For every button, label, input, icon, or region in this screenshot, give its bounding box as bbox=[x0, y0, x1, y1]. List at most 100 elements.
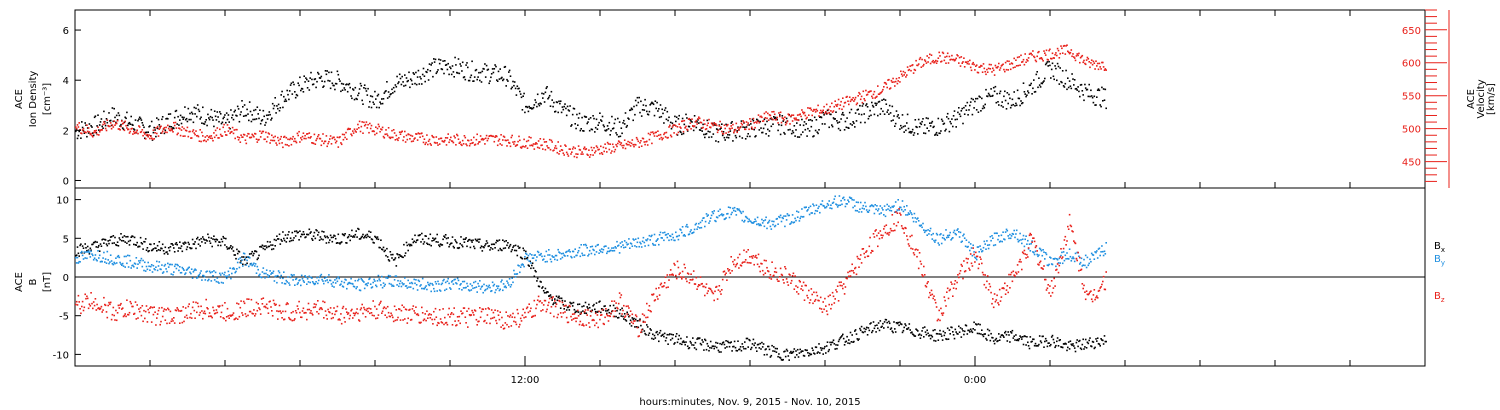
bx-point bbox=[938, 333, 940, 335]
velocity-point bbox=[196, 134, 199, 137]
velocity-point bbox=[497, 140, 500, 142]
by-point bbox=[806, 210, 808, 212]
density-point bbox=[1094, 104, 1096, 106]
velocity-point bbox=[757, 114, 760, 116]
bx-point bbox=[888, 320, 890, 323]
density-point bbox=[380, 103, 382, 105]
bx-point bbox=[797, 356, 800, 358]
density-point bbox=[400, 83, 403, 86]
by-point bbox=[237, 258, 240, 260]
by-point bbox=[917, 217, 919, 219]
density-point bbox=[552, 105, 554, 108]
density-point bbox=[118, 114, 121, 117]
by-point bbox=[488, 284, 490, 287]
bx-point bbox=[686, 345, 689, 347]
by-point bbox=[334, 279, 336, 281]
velocity-point bbox=[901, 75, 904, 77]
density-point bbox=[117, 112, 120, 114]
by-point bbox=[369, 277, 371, 280]
velocity-point bbox=[191, 130, 194, 133]
by-point bbox=[804, 206, 807, 209]
bx-point bbox=[920, 334, 923, 337]
velocity-point bbox=[855, 103, 858, 106]
density-point bbox=[329, 80, 331, 82]
velocity-point bbox=[323, 142, 325, 145]
velocity-point bbox=[596, 146, 599, 149]
velocity-point bbox=[885, 83, 888, 85]
by-point bbox=[280, 274, 282, 277]
by-point bbox=[111, 262, 114, 265]
density-point bbox=[334, 88, 336, 91]
velocity-point bbox=[198, 140, 201, 142]
density-point bbox=[800, 133, 802, 136]
density-point bbox=[467, 66, 469, 69]
by-point bbox=[98, 254, 101, 257]
bx-point bbox=[561, 299, 564, 302]
by-point bbox=[146, 268, 149, 271]
density-point bbox=[706, 119, 709, 122]
velocity-point bbox=[600, 145, 602, 148]
bx-point bbox=[505, 240, 507, 242]
by-point bbox=[583, 254, 586, 256]
velocity-point bbox=[749, 118, 751, 120]
by-point bbox=[907, 212, 910, 214]
density-point bbox=[603, 125, 605, 128]
velocity-point bbox=[846, 95, 848, 98]
by-point bbox=[90, 250, 92, 253]
density-point bbox=[653, 114, 656, 117]
velocity-point bbox=[830, 110, 832, 112]
bx-point bbox=[674, 342, 676, 344]
density-point bbox=[761, 131, 763, 134]
velocity-point bbox=[101, 129, 103, 131]
density-point bbox=[393, 90, 396, 93]
bz-point bbox=[146, 321, 149, 323]
velocity-point bbox=[1006, 60, 1009, 62]
by-point bbox=[242, 265, 244, 267]
bx-point bbox=[272, 248, 275, 250]
density-point bbox=[644, 98, 646, 101]
density-point bbox=[398, 81, 400, 83]
by-point bbox=[276, 281, 278, 284]
by-point bbox=[231, 267, 234, 270]
bx-point bbox=[409, 244, 411, 247]
density-point bbox=[392, 86, 395, 89]
density-point bbox=[1027, 90, 1029, 92]
density-point bbox=[356, 98, 358, 101]
velocity-point bbox=[589, 154, 592, 156]
velocity-point bbox=[811, 114, 813, 117]
velocity-point bbox=[593, 147, 595, 149]
by-point bbox=[343, 281, 346, 284]
by-point bbox=[629, 247, 631, 249]
by-point bbox=[79, 261, 81, 263]
by-point bbox=[1100, 251, 1102, 253]
density-point bbox=[490, 73, 493, 75]
bx-point bbox=[738, 348, 741, 350]
bx-point bbox=[352, 235, 355, 237]
density-point bbox=[387, 91, 390, 93]
velocity-point bbox=[863, 98, 865, 100]
bx-point bbox=[434, 237, 437, 240]
bx-point bbox=[783, 350, 785, 353]
velocity-point bbox=[393, 132, 396, 134]
density-point bbox=[944, 130, 946, 132]
velocity-point bbox=[317, 135, 319, 138]
velocity-point bbox=[632, 143, 634, 146]
by-point bbox=[245, 264, 248, 266]
by-point bbox=[1074, 252, 1077, 255]
density-point bbox=[577, 117, 580, 119]
velocity-point bbox=[302, 132, 305, 134]
velocity-point bbox=[1024, 53, 1026, 55]
by-point bbox=[1023, 245, 1026, 248]
by-point bbox=[695, 222, 698, 225]
density-point bbox=[461, 61, 464, 64]
density-point bbox=[271, 117, 273, 120]
velocity-point bbox=[670, 135, 673, 138]
bx-point bbox=[381, 248, 384, 251]
bz-point bbox=[104, 304, 107, 307]
density-point bbox=[267, 114, 270, 116]
density-point bbox=[683, 123, 686, 126]
bx-point bbox=[88, 253, 91, 255]
bx-point bbox=[669, 333, 671, 335]
density-point bbox=[793, 125, 796, 127]
velocity-point bbox=[519, 139, 521, 142]
